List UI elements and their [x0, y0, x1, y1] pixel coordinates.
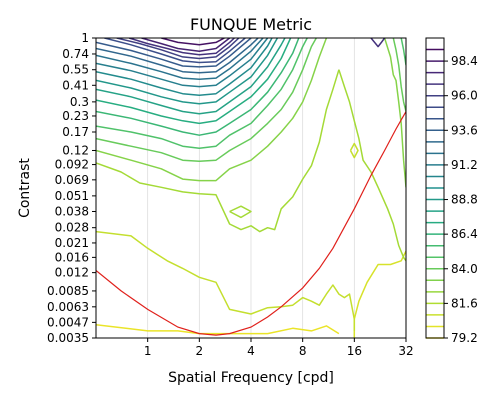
contour-line	[96, 38, 286, 115]
contour-line	[96, 38, 269, 88]
y-tick-label: 0.0063	[47, 300, 89, 314]
y-tick-label: 0.3	[70, 95, 89, 109]
x-axis-ticks: 1 2 4 8 16 32	[144, 338, 414, 358]
y-axis-title: Contrast	[17, 158, 33, 218]
x-tick-label: 2	[196, 344, 204, 358]
y-tick-label: 0.23	[62, 109, 89, 123]
contour-line	[116, 38, 240, 60]
colorbar-tick-label: 98.4	[451, 54, 478, 68]
contour-line	[96, 38, 292, 125]
contour-line	[338, 69, 406, 262]
contour-lines	[96, 38, 406, 338]
threshold-curve-layer	[96, 111, 406, 336]
chart-title: FUNQUE Metric	[190, 15, 312, 34]
contour-line	[353, 250, 406, 338]
y-tick-label: 0.028	[55, 221, 89, 235]
contour-line	[96, 38, 264, 80]
contour-line	[96, 38, 300, 136]
contour-line	[370, 38, 386, 48]
threshold-curve	[96, 111, 406, 336]
contour-line	[96, 69, 340, 233]
contour-line	[104, 38, 246, 64]
contour-line	[96, 38, 328, 182]
contour-line	[96, 323, 340, 335]
contour-line	[96, 38, 279, 105]
y-tick-label: 0.55	[62, 63, 89, 77]
contour-line	[349, 142, 359, 159]
contour-line	[96, 38, 252, 68]
x-tick-label: 1	[144, 344, 152, 358]
y-tick-label: 0.016	[55, 250, 89, 264]
colorbar-ticks: 98.4 96.0 93.6 91.2 88.8 86.4 84.0 81.6 79.2	[444, 54, 478, 345]
contour-line	[392, 38, 406, 112]
contour-line	[128, 38, 235, 56]
y-tick-label: 0.12	[62, 143, 89, 157]
x-tick-label: 4	[247, 344, 255, 358]
y-tick-label: 1	[81, 31, 89, 45]
contour-line	[96, 38, 317, 162]
colorbar-frame	[425, 37, 445, 339]
colorbar-tick-label: 79.2	[451, 331, 478, 345]
contour-line	[229, 205, 252, 219]
x-tick-label: 16	[347, 344, 362, 358]
colorbar-tick-label: 93.6	[451, 123, 478, 137]
y-tick-label: 0.021	[55, 236, 89, 250]
y-tick-label: 0.012	[55, 266, 89, 280]
y-tick-label: 0.0047	[47, 315, 89, 329]
y-tick-label: 0.74	[62, 47, 89, 61]
y-tick-label: 0.069	[55, 173, 89, 187]
colorbar-tick-label: 86.4	[451, 227, 478, 241]
colorbar	[425, 37, 445, 339]
y-tick-label: 0.17	[62, 125, 89, 139]
contour-line	[383, 38, 406, 188]
y-tick-label: 0.0085	[47, 284, 89, 298]
contour-line	[400, 38, 406, 66]
contour-line	[96, 230, 356, 331]
colorbar-tick-label: 91.2	[451, 158, 478, 172]
y-tick-label: 0.41	[62, 78, 89, 92]
x-tick-label: 8	[299, 344, 307, 358]
colorbar-tick-label: 81.6	[451, 296, 478, 310]
contour-line	[96, 38, 259, 74]
x-tick-label: 32	[398, 344, 413, 358]
contour-line	[141, 38, 231, 52]
contour-line	[96, 38, 308, 150]
colorbar-tick-label: 96.0	[451, 89, 478, 103]
x-axis-title: Spatial Frequency [cpd]	[168, 370, 334, 386]
y-tick-label: 0.051	[55, 189, 89, 203]
contour-line	[96, 38, 273, 96]
colorbar-tick-label: 88.8	[451, 193, 478, 207]
colorbar-tick-label: 84.0	[451, 262, 478, 276]
y-tick-label: 0.0035	[47, 331, 89, 345]
contour-line	[161, 38, 225, 46]
y-tick-label: 0.038	[55, 204, 89, 218]
y-tick-label: 0.092	[55, 158, 89, 172]
